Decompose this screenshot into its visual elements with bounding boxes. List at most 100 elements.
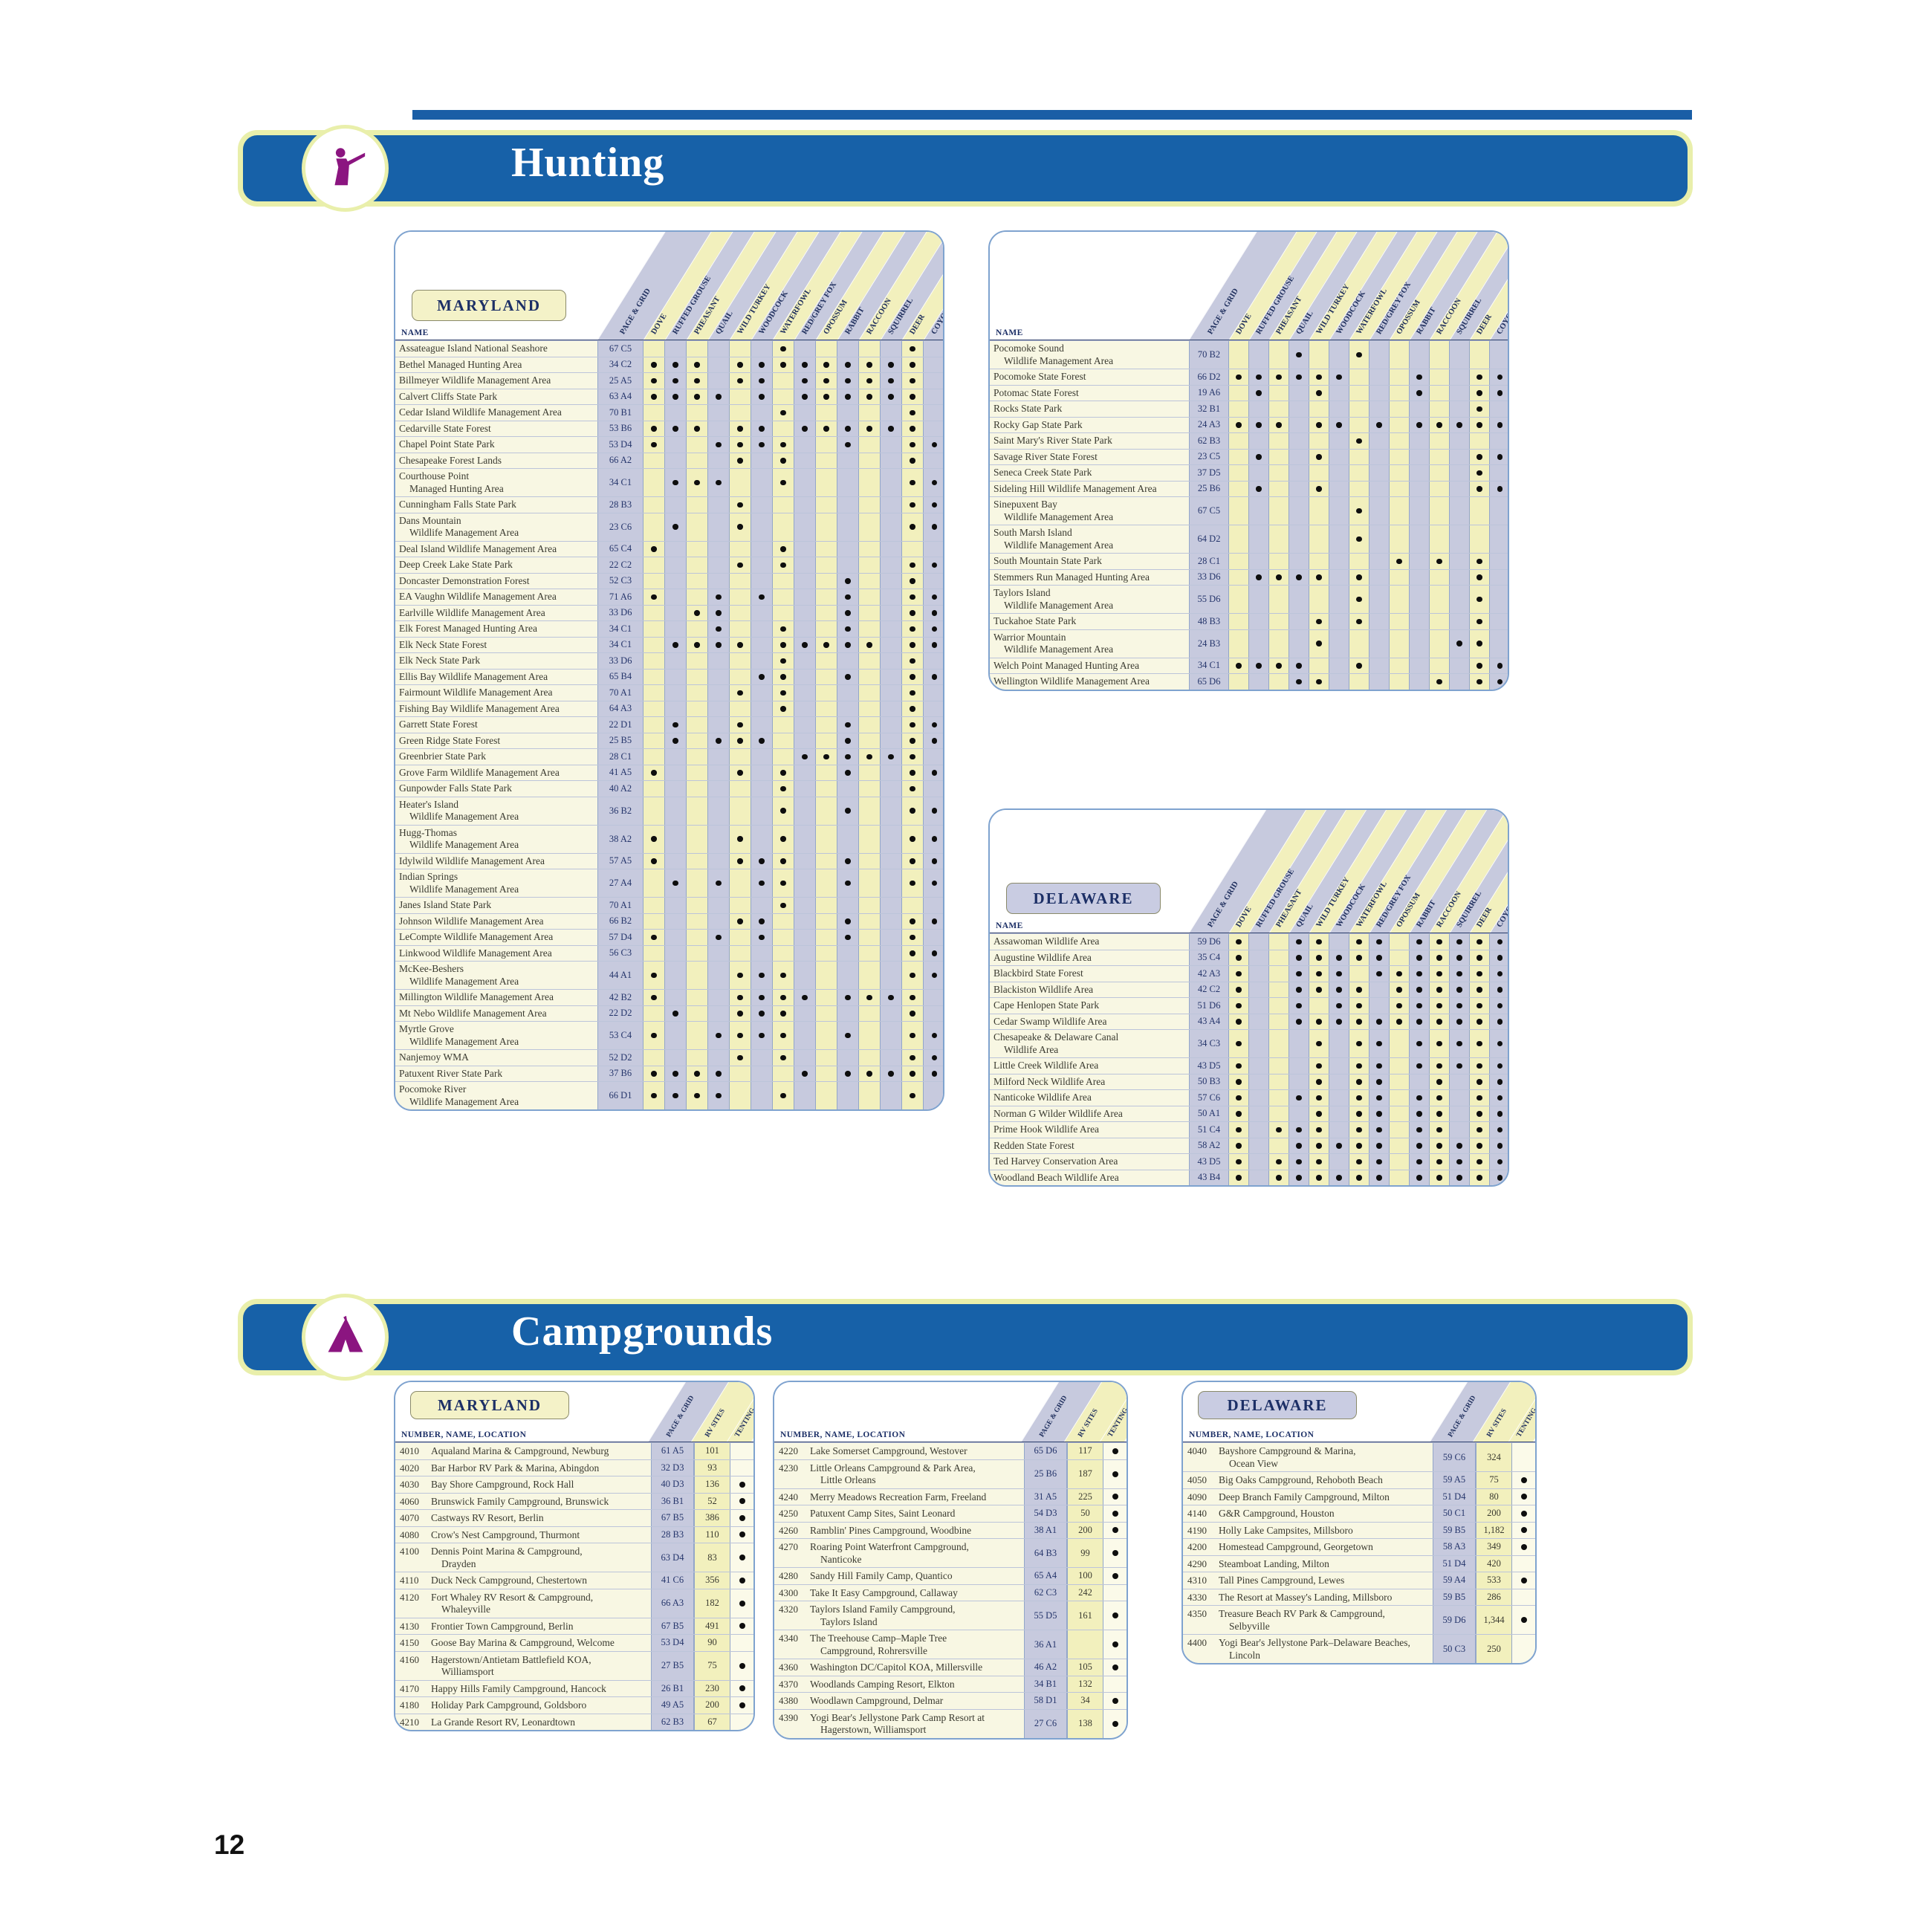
species-cell-ruffed-grouse [1249, 341, 1269, 369]
species-dot [1436, 1002, 1442, 1008]
species-dot [910, 594, 915, 600]
page-grid-cell: 51 D6 [1189, 998, 1229, 1014]
species-cell-dove [1229, 481, 1249, 496]
species-cell-wild-turkey [1309, 341, 1329, 369]
area-name: Prime Hook Wildlife Area [993, 1124, 1100, 1135]
campground-number-cell: 4270 [774, 1539, 808, 1567]
species-cell-squirrel [881, 453, 902, 468]
species-cell-coyote [1490, 966, 1508, 982]
species-cell-opossum [816, 669, 837, 684]
page-grid-cell: 59 D6 [1189, 934, 1229, 950]
species-dot [1456, 1175, 1462, 1181]
species-cell-wild-turkey [730, 1066, 751, 1081]
species-cell-waterfowl [773, 497, 794, 513]
species-cell-quail [1289, 586, 1309, 613]
area-name: Fairmount Wildlife Management Area [399, 687, 553, 698]
campground-name: Fort Whaley RV Resort & Campground, [431, 1591, 594, 1603]
species-dot [1497, 1158, 1503, 1164]
species-cell-opossum [1390, 586, 1410, 613]
species-cell-rabbit [837, 653, 859, 669]
species-cell-coyote [924, 685, 943, 701]
table-row: 4350 Treasure Beach RV Park & Campground,… [1183, 1605, 1535, 1634]
species-dot [931, 479, 938, 486]
species-dot [1476, 1002, 1482, 1008]
campgrounds-table-header: PAGE & GRID RV SITES TENTING DELAWARE NUMBER… [1183, 1382, 1535, 1442]
species-cell-opossum [816, 405, 837, 421]
species-dot [802, 394, 808, 400]
species-dot [716, 880, 722, 886]
tenting-cell [730, 1697, 753, 1714]
species-cell-woodcock [1329, 1138, 1349, 1153]
rv-sites-cell: 533 [1476, 1572, 1511, 1589]
species-cell-wild-turkey [730, 357, 751, 372]
species-cell-red-grey-fox [1369, 674, 1390, 690]
species-cell-wild-turkey [1309, 1090, 1329, 1106]
species-cell-woodcock [751, 685, 773, 701]
species-dot [1436, 939, 1442, 944]
table-row: Greenbrier State Park 28 C1 [395, 748, 943, 765]
campground-number-cell: 4380 [774, 1693, 808, 1709]
hunting-icon-circle [302, 125, 389, 212]
species-cell-waterfowl [1349, 1030, 1369, 1057]
table-row: Indian Springs Wildlife Management Area 27… [395, 869, 943, 897]
tenting-cell [730, 1635, 753, 1651]
species-dot [651, 1071, 657, 1077]
species-cell-raccoon [859, 1066, 881, 1081]
page-grid-cell: 57 D4 [597, 930, 644, 945]
species-cell-waterfowl [773, 421, 794, 436]
page-grid-cell: 65 D6 [1024, 1443, 1067, 1459]
species-cell-raccoon [1430, 554, 1450, 569]
species-cell-rabbit [1410, 569, 1430, 585]
species-cell-squirrel [1450, 966, 1470, 982]
species-cell-coyote [1490, 449, 1508, 464]
species-cell-rabbit [1410, 525, 1430, 553]
species-dot [1456, 1019, 1462, 1025]
page-grid-cell: 71 A6 [597, 589, 644, 605]
species-cell-squirrel [1450, 1074, 1470, 1089]
species-cell-waterfowl [773, 589, 794, 605]
species-dot [845, 934, 851, 940]
tenting-cell [730, 1589, 753, 1618]
species-cell-opossum [1390, 1106, 1410, 1121]
species-cell-waterfowl [1349, 1154, 1369, 1170]
species-cell-dove [1229, 998, 1249, 1014]
tenting-dot [739, 1623, 745, 1630]
table-row: Chesapeake Forest Lands 66 A2 [395, 452, 943, 468]
table-row: Fishing Bay Wildlife Management Area 64 A… [395, 700, 943, 716]
species-dot [1336, 1002, 1342, 1008]
species-dot [737, 642, 743, 648]
area-name: Taylors Island [993, 587, 1051, 598]
species-cell-coyote [924, 653, 943, 669]
species-cell-raccoon [859, 605, 881, 620]
species-cell-rabbit [837, 733, 859, 748]
species-dot [759, 972, 765, 979]
species-cell-opossum [1390, 998, 1410, 1014]
species-dot [1416, 1019, 1422, 1025]
species-cell-waterfowl [773, 513, 794, 541]
species-cell-opossum [1390, 481, 1410, 496]
species-cell-woodcock [751, 669, 773, 684]
species-cell-rabbit [837, 1050, 859, 1066]
species-dot [1236, 1158, 1242, 1164]
species-cell-red-grey-fox [794, 749, 816, 765]
species-cell-waterfowl [773, 913, 794, 929]
species-dot [737, 836, 743, 842]
species-cell-dove [1229, 569, 1249, 585]
species-dot [672, 738, 678, 744]
species-cell-ruffed-grouse [1249, 385, 1269, 401]
species-cell-woodcock [751, 1066, 773, 1081]
species-cell-woodcock [751, 1005, 773, 1021]
species-dot [1236, 1143, 1242, 1149]
table-row: 4310 Tall Pines Campground, Lewes 59 A4 533 [1183, 1572, 1535, 1589]
species-dot [802, 994, 808, 1000]
species-cell-red-grey-fox [794, 373, 816, 389]
species-dot [716, 479, 722, 486]
species-dot [1276, 422, 1282, 428]
species-cell-coyote [1490, 586, 1508, 613]
species-dot [1376, 1079, 1382, 1085]
species-cell-deer [1470, 1138, 1490, 1153]
tenting-cell [730, 1526, 753, 1543]
species-dot [737, 441, 743, 447]
species-cell-woodcock [1329, 950, 1349, 965]
area-name-line2: Wildlife Management Area [409, 883, 519, 895]
